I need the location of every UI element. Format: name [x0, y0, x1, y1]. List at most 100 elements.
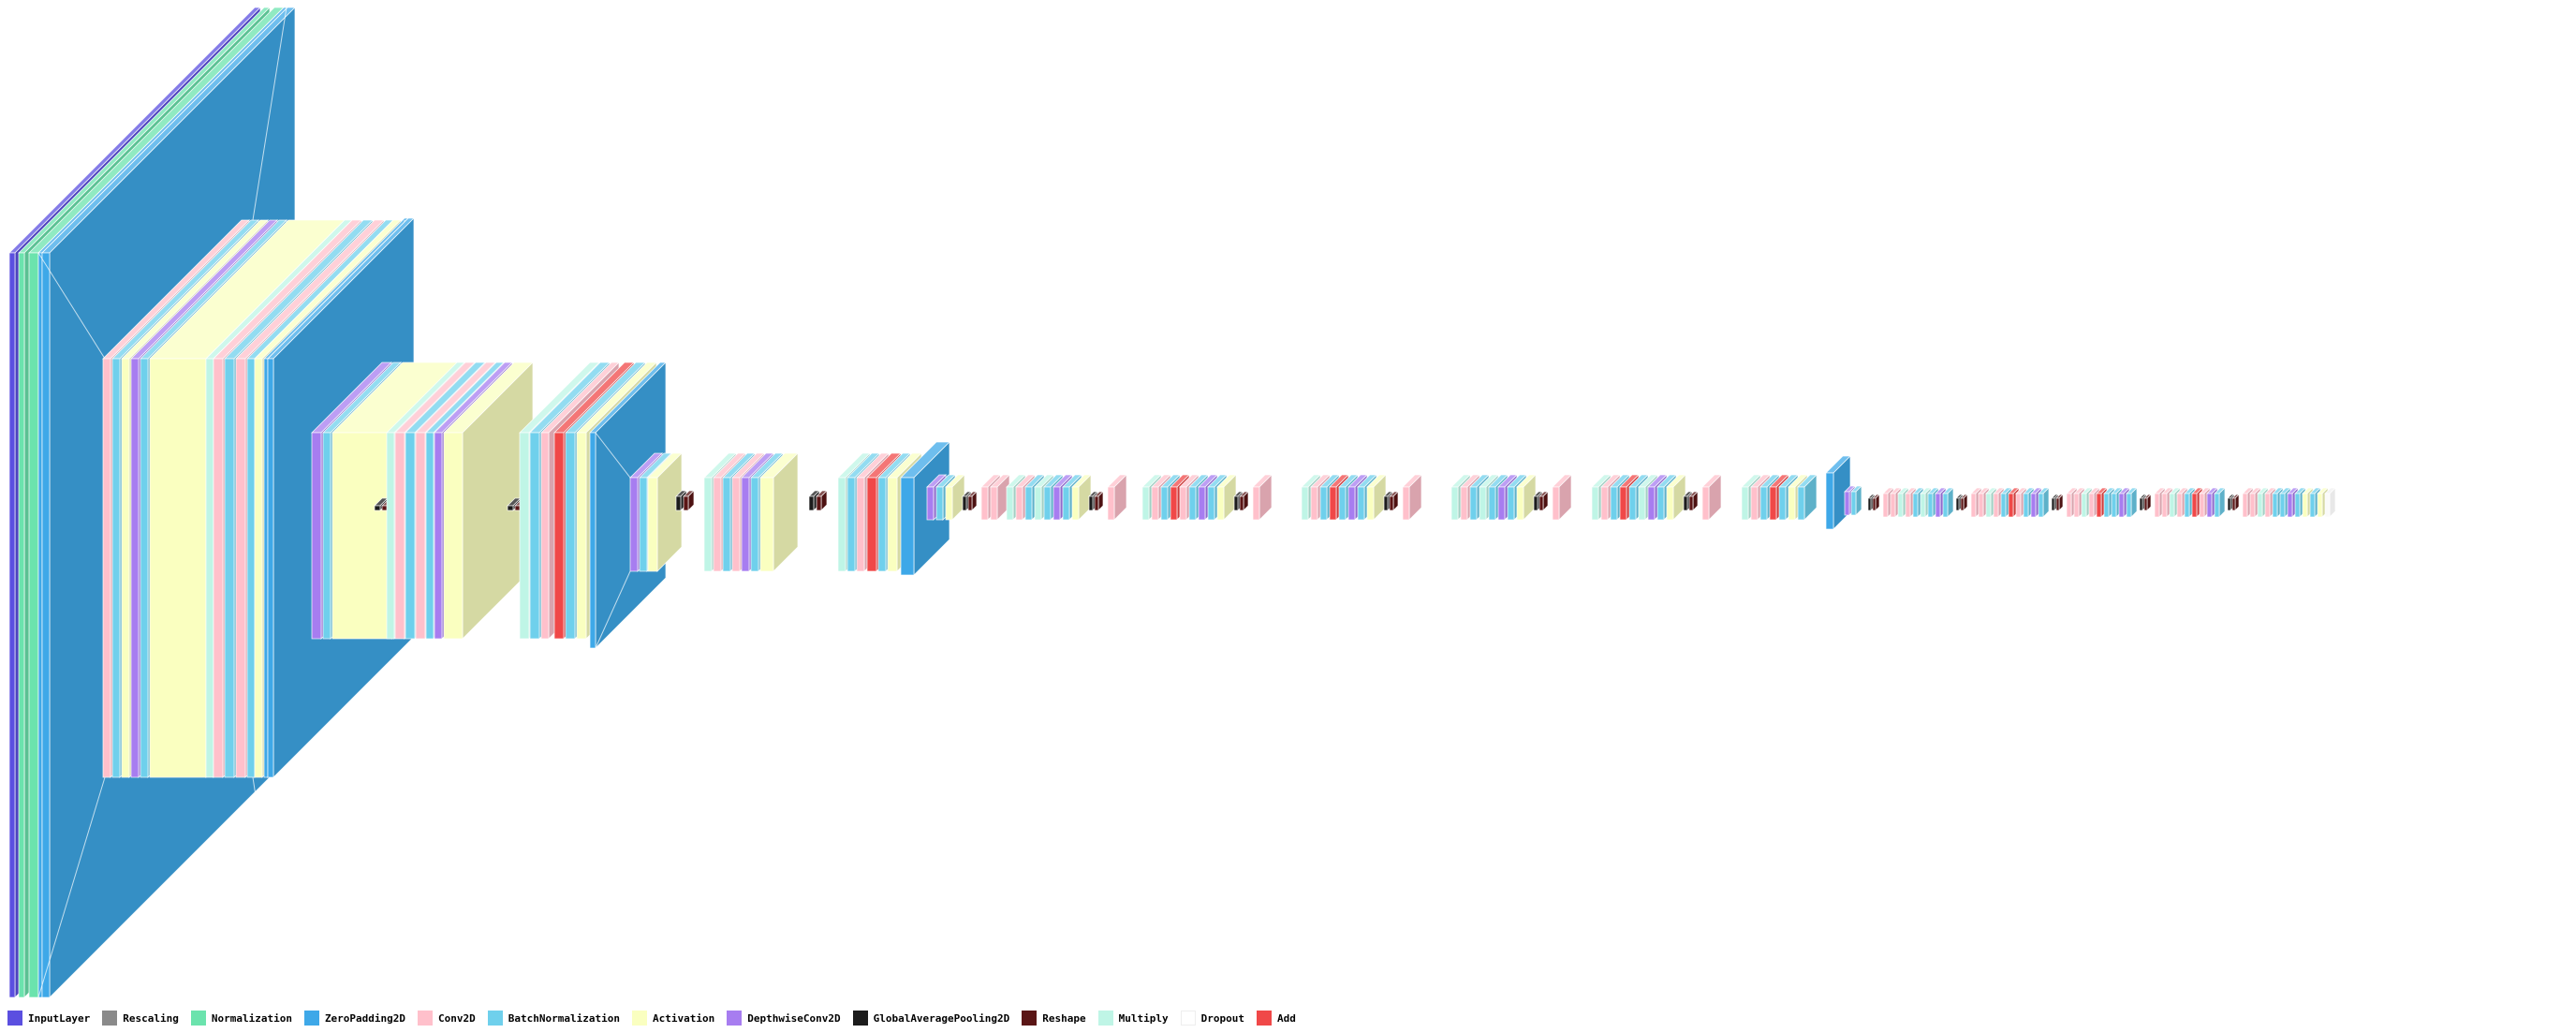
layer-front-face	[1319, 486, 1328, 521]
layer-front-face	[1207, 486, 1215, 521]
legend-label-batch-normalization: BatchNormalization	[508, 1011, 620, 1025]
layer-zeropad	[1825, 455, 1851, 530]
layer-front-face	[2038, 493, 2044, 518]
layer-front-face	[1591, 486, 1599, 521]
layer-reshape	[1872, 494, 1880, 511]
layer-front-face	[2294, 493, 2301, 518]
layer-front-face	[2051, 497, 2055, 511]
connector-line	[595, 432, 631, 479]
layer-front-face	[2257, 493, 2263, 518]
layer-front-face	[1402, 486, 1410, 521]
layer-conv	[1252, 474, 1273, 521]
layer-front-face	[2030, 493, 2037, 518]
layer-front-face	[1338, 486, 1347, 521]
layer-front-face	[1188, 486, 1197, 521]
layer-front-face	[1970, 493, 1977, 518]
layer-front-face	[1890, 493, 1896, 518]
layer-front-face	[2214, 493, 2220, 518]
layer-front-face	[576, 432, 587, 640]
layer-front-face	[1778, 486, 1787, 521]
layer-front-face	[374, 505, 381, 511]
connector-line	[394, 638, 405, 778]
layer-bn	[2126, 487, 2138, 518]
layer-front-face	[866, 477, 877, 572]
layer-act	[759, 452, 799, 572]
layer-front-face	[639, 477, 648, 572]
layer-act	[1216, 474, 1237, 521]
layer-front-face	[647, 477, 658, 572]
layer-front-face	[1252, 486, 1260, 521]
legend-label-zero-padding: ZeroPadding2D	[324, 1011, 406, 1025]
layer-side-face	[2329, 487, 2336, 518]
layer-front-face	[900, 477, 915, 576]
layer-side-face	[2042, 487, 2050, 518]
layer-front-face	[8, 252, 16, 998]
layer-act	[1071, 474, 1092, 521]
layer-front-face	[2302, 493, 2308, 518]
layer-front-face	[224, 358, 235, 778]
legend-swatch-zero-padding	[303, 1011, 319, 1026]
layer-front-face	[1052, 486, 1061, 521]
layer-front-face	[1383, 495, 1389, 511]
layer-front-face	[1015, 486, 1023, 521]
layer-front-face	[2111, 493, 2117, 518]
layer-front-face	[1619, 486, 1627, 521]
layer-front-face	[1955, 497, 1960, 511]
layer-front-face	[1666, 486, 1674, 521]
legend-swatch-input-layer	[7, 1011, 22, 1026]
layer-front-face	[1216, 486, 1225, 521]
legend-item-normalization: Normalization	[190, 1011, 292, 1026]
layer-reshape	[1538, 491, 1549, 511]
layer-front-face	[1610, 486, 1618, 521]
layer-bn	[2038, 487, 2050, 518]
layer-front-face	[111, 358, 121, 778]
layer-front-face	[425, 432, 434, 640]
layer-front-face	[1170, 486, 1178, 521]
layer-front-face	[2154, 493, 2160, 518]
layer-reshape	[2231, 494, 2240, 511]
layer-front-face	[1942, 493, 1949, 518]
layer-front-face	[675, 495, 682, 511]
layer-front-face	[2008, 493, 2014, 518]
layer-bn	[1797, 474, 1818, 521]
layer-front-face	[2126, 493, 2132, 518]
layer-front-face	[887, 477, 898, 572]
layer-front-face	[434, 432, 443, 640]
layer-front-face	[1347, 486, 1356, 521]
layer-front-face	[589, 432, 596, 649]
layer-front-face	[1233, 495, 1239, 511]
layer-front-face	[1389, 495, 1394, 511]
legend-swatch-normalization	[190, 1011, 206, 1026]
layer-front-face	[629, 477, 639, 572]
layer-front-face	[41, 252, 51, 998]
layer-bn	[1850, 485, 1862, 516]
layer-front-face	[2015, 493, 2022, 518]
layer-front-face	[507, 505, 514, 511]
layer-front-face	[1867, 497, 1872, 511]
layer-front-face	[2191, 493, 2198, 518]
layer-front-face	[1882, 493, 1889, 518]
layer-bn	[1927, 487, 1939, 518]
layer-front-face	[1198, 486, 1206, 521]
layer-front-face	[1088, 495, 1094, 511]
layer-front-face	[1600, 486, 1609, 521]
layer-front-face	[2287, 493, 2293, 518]
layer-front-face	[846, 477, 856, 572]
layer-front-face	[731, 477, 741, 572]
layer-front-face	[1844, 491, 1850, 516]
connector-line	[252, 7, 287, 221]
layer-front-face	[2169, 493, 2175, 518]
layer-front-face	[980, 486, 989, 521]
legend-item-dropout: Dropout	[1180, 1011, 1244, 1026]
layer-side-face	[1947, 487, 1954, 518]
layer-conv	[1402, 474, 1422, 521]
legend-label-input-layer: InputLayer	[28, 1011, 91, 1025]
layer-front-face	[945, 486, 953, 521]
layer-front-face	[1239, 495, 1244, 511]
layer-front-face	[2161, 493, 2168, 518]
legend-swatch-conv2d	[418, 1011, 434, 1026]
layer-act	[945, 474, 965, 521]
layer-front-face	[140, 358, 149, 778]
legend-item-activation: Activation	[632, 1011, 714, 1026]
layer-front-face	[213, 358, 224, 778]
